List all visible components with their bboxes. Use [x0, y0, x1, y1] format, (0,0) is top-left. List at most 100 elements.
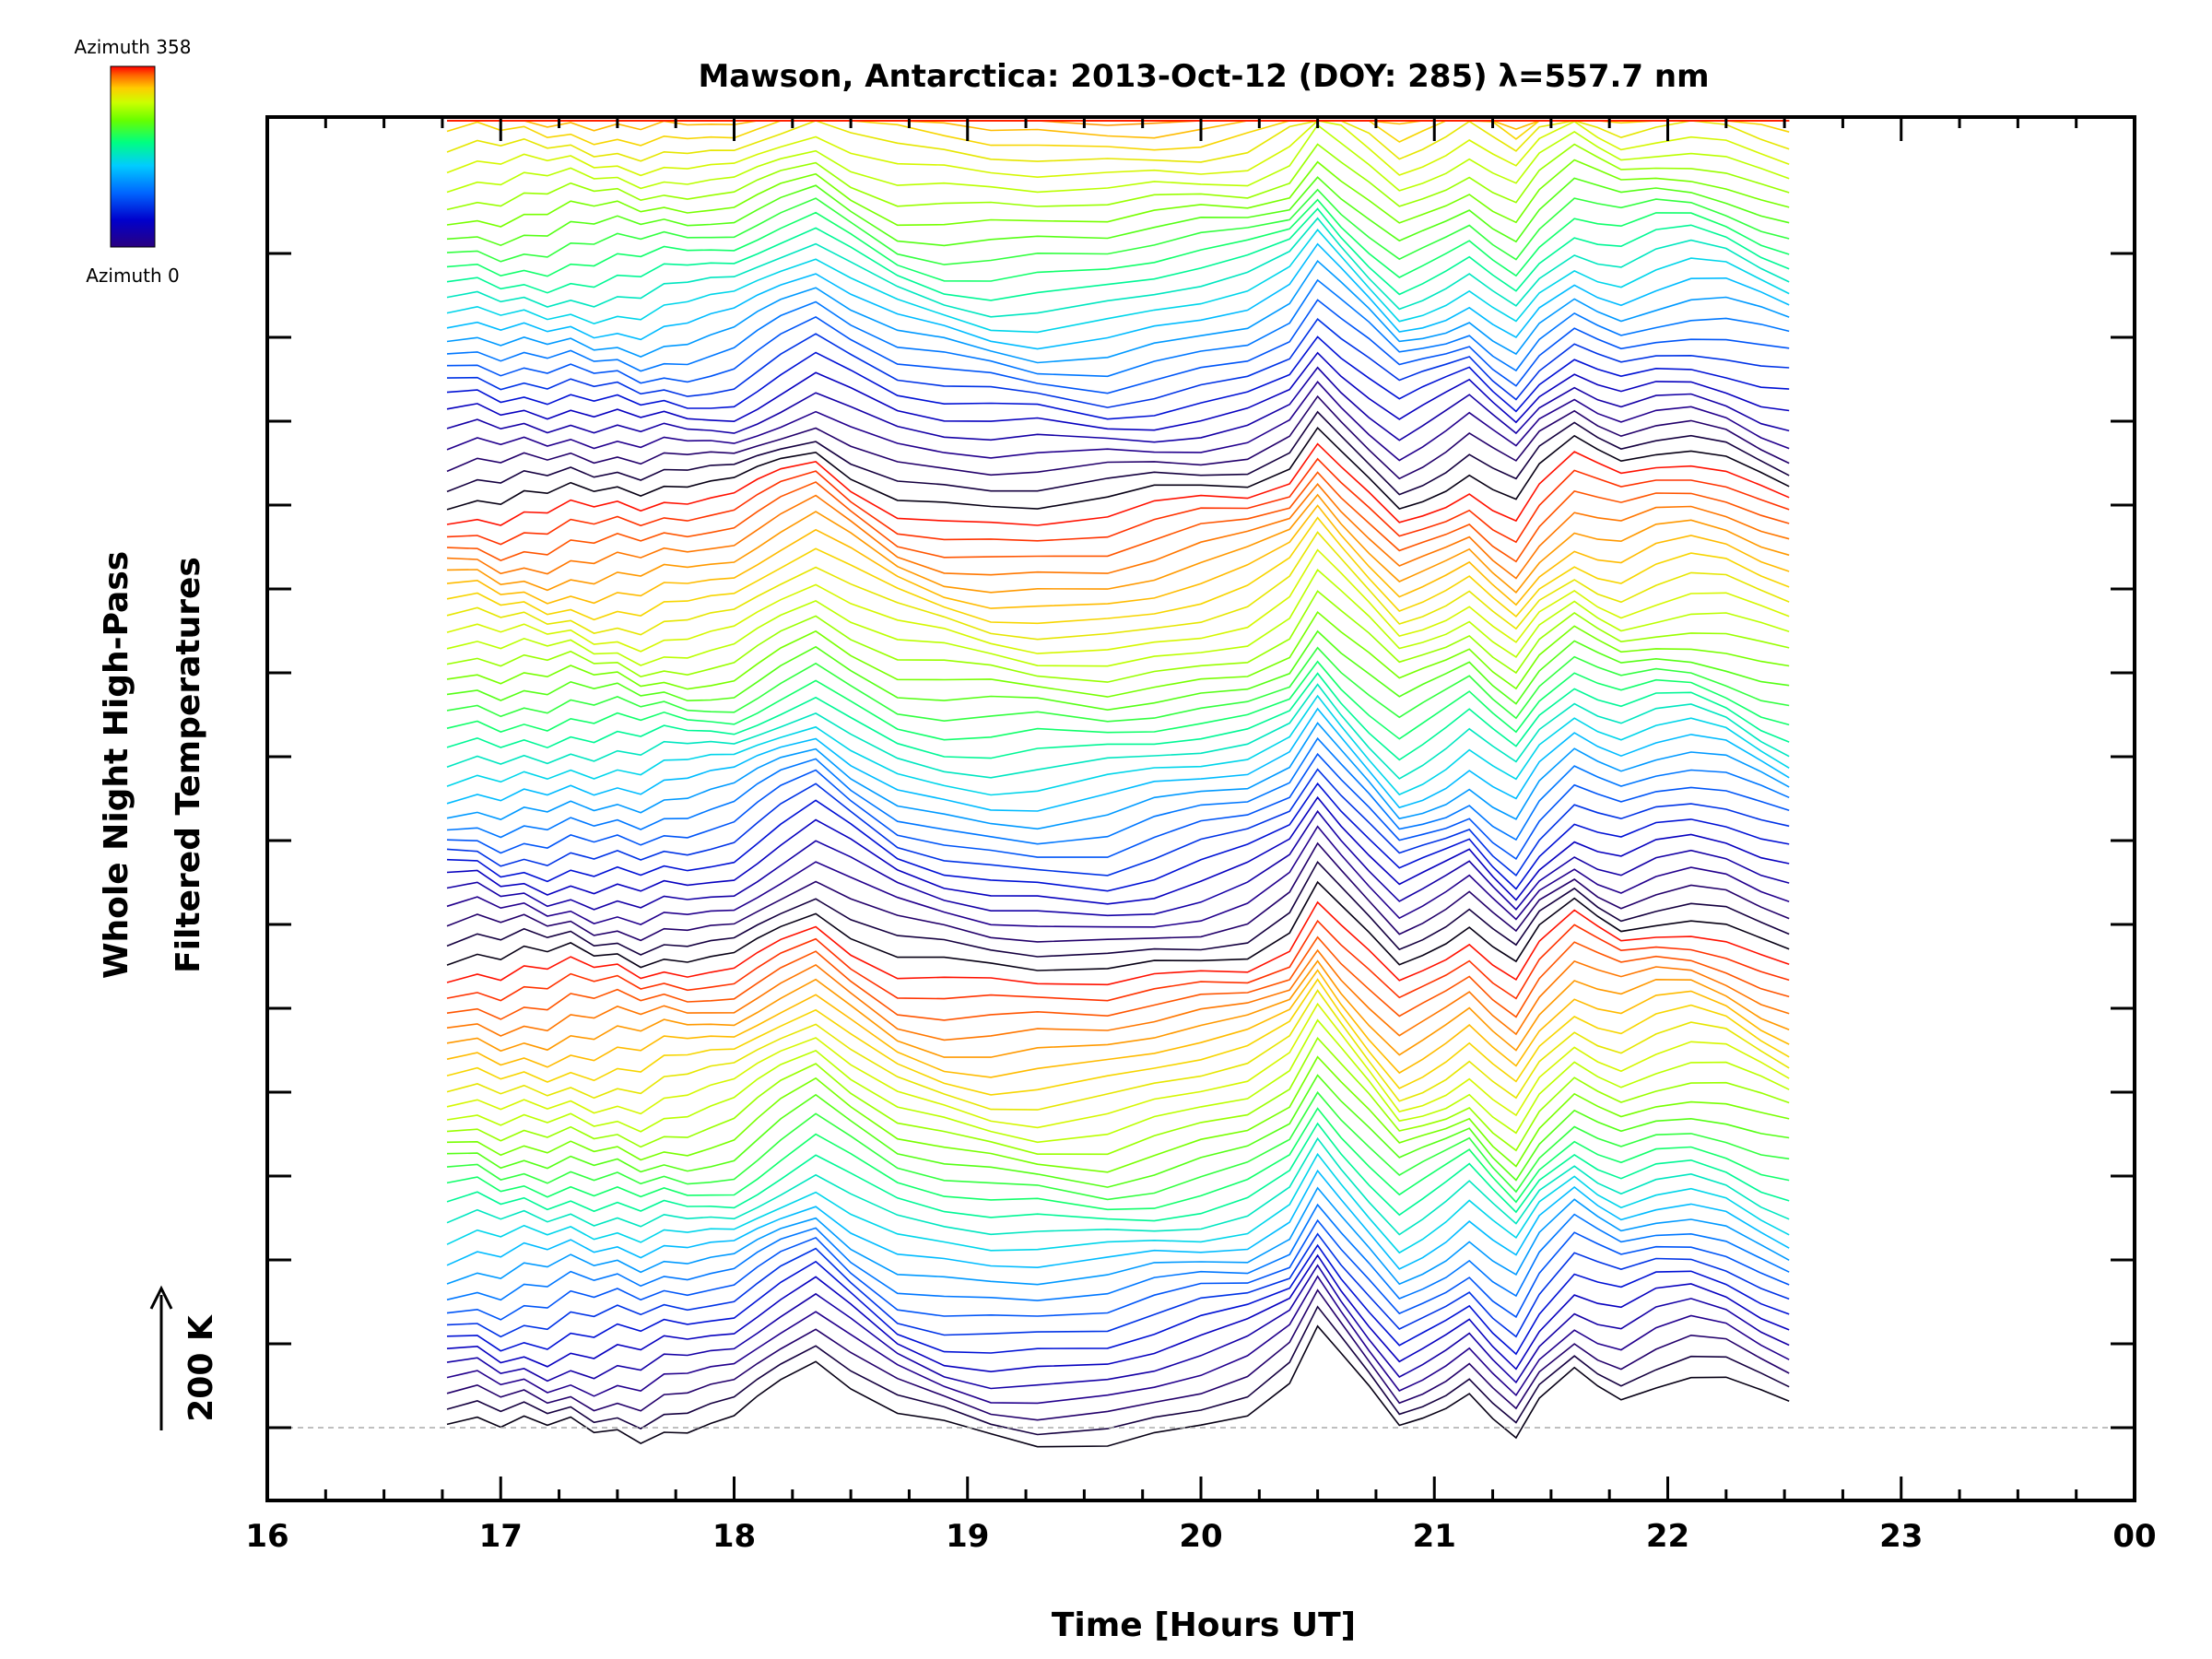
trace-line [446, 860, 1790, 958]
trace-line [446, 493, 1790, 594]
trace-line [446, 1122, 1790, 1222]
trace-line [446, 124, 1790, 194]
trace-line [446, 366, 1790, 443]
trace-line [446, 1253, 1790, 1373]
scale-bar-arrowhead [149, 1285, 173, 1310]
trace-line [446, 217, 1790, 318]
trace-line [446, 629, 1790, 712]
x-tick-label: 19 [946, 1518, 989, 1555]
trace-line [446, 978, 1790, 1096]
trace-line [446, 919, 1790, 1002]
x-tick-label: 21 [1413, 1518, 1456, 1555]
trace-line [446, 120, 1790, 163]
trace-line [446, 1203, 1790, 1301]
colorbar: Azimuth 358 Azimuth 0 [75, 36, 192, 287]
x-tick-label: 00 [2112, 1518, 2156, 1555]
colorbar-bottom-label: Azimuth 0 [86, 265, 180, 287]
trace-line [446, 782, 1790, 892]
trace-line [446, 198, 1790, 282]
y-axis-label-line1: Whole Night High-Pass [98, 551, 135, 979]
colorbar-top-label: Azimuth 358 [75, 36, 192, 58]
trace-line [446, 1002, 1790, 1129]
trace-line [446, 426, 1790, 511]
trace-line [446, 825, 1790, 928]
trace-line [446, 1264, 1790, 1390]
trace-line [446, 351, 1790, 431]
trace-line [446, 683, 1790, 780]
trace-line [446, 1090, 1790, 1201]
trace-line [446, 442, 1790, 526]
trace-line [446, 722, 1790, 830]
chart-title: Mawson, Antarctica: 2013-Oct-12 (DOY: 28… [698, 58, 1709, 95]
trace-line [446, 1305, 1790, 1436]
trace-line [446, 752, 1790, 861]
trace-line [446, 516, 1790, 625]
trace-line [446, 1107, 1790, 1211]
trace-line [446, 335, 1790, 420]
trace-line [446, 159, 1790, 228]
trace-line [446, 1036, 1790, 1156]
trace-line [446, 969, 1790, 1078]
trace-line [446, 1136, 1790, 1236]
trace-line [446, 471, 1790, 563]
x-tick-label: 20 [1179, 1518, 1222, 1555]
trace-line [446, 1324, 1790, 1448]
trace-line [446, 672, 1790, 761]
trace-line [446, 1232, 1790, 1338]
trace-line [446, 1018, 1790, 1144]
scale-bar-label: 200 K [182, 1314, 220, 1422]
colorbar-gradient [110, 65, 156, 248]
trace-line [446, 457, 1790, 546]
trace-line [446, 989, 1790, 1111]
trace-line [446, 299, 1790, 394]
trace-line [446, 1186, 1790, 1286]
trace-line [446, 1055, 1790, 1173]
trace-line [446, 531, 1790, 641]
trace-line [446, 278, 1790, 378]
trace-line [446, 1152, 1790, 1254]
trace-line [446, 795, 1790, 905]
y-ticks [267, 252, 2135, 1430]
x-tick-label: 17 [479, 1518, 523, 1555]
trace-line [446, 1243, 1790, 1356]
trace-line [446, 694, 1790, 796]
x-tick-label: 18 [712, 1518, 756, 1555]
trace-line [446, 1275, 1790, 1405]
trace-line [446, 410, 1790, 496]
trace-line [446, 207, 1790, 301]
x-tick-label: 23 [1879, 1518, 1923, 1555]
trace-line [446, 569, 1790, 667]
traces [446, 120, 1790, 1448]
trace-line [446, 229, 1790, 334]
trace-line [446, 548, 1790, 654]
trace-line [446, 176, 1790, 247]
trace-line [446, 959, 1790, 1058]
trace-line [446, 1288, 1790, 1421]
trace-line [446, 259, 1790, 364]
trace-line [446, 646, 1790, 723]
trace-line [446, 1169, 1790, 1270]
trace-line [446, 394, 1790, 480]
trace-line [446, 948, 1790, 1041]
trace-line [446, 242, 1790, 350]
x-tick-label: 22 [1646, 1518, 1689, 1555]
scale-bar: 200 K [149, 1285, 220, 1430]
trace-line [446, 504, 1790, 609]
trace-line [446, 880, 1790, 971]
plot-frame [265, 115, 2136, 1502]
x-axis-label: Time [Hours UT] [1052, 1606, 1356, 1644]
trace-line [446, 900, 1790, 986]
trace-line [446, 1218, 1790, 1321]
x-ticks: 16 17 18 19 20 21 22 23 00 [245, 117, 2157, 1555]
trace-line [446, 610, 1790, 698]
trace-line [446, 809, 1790, 917]
trace-line [446, 188, 1790, 265]
trace-line [446, 841, 1790, 943]
trace-line [446, 935, 1790, 1021]
trace-line [446, 768, 1790, 877]
trace-line [446, 590, 1790, 683]
trace-line [446, 120, 1790, 179]
y-axis-label-line2: Filtered Temperatures [170, 557, 207, 973]
trace-line [446, 483, 1790, 580]
